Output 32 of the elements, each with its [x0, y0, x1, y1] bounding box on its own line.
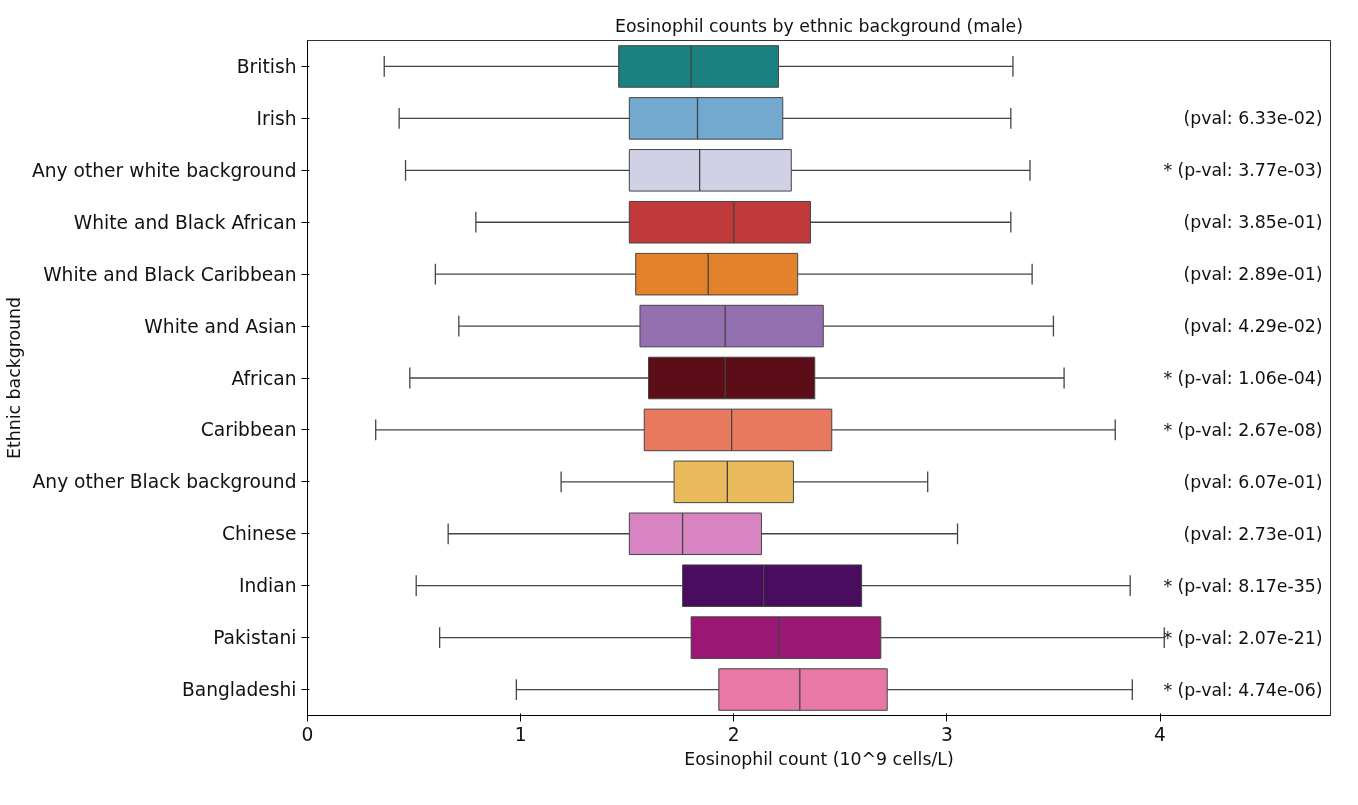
y-tick-label: Bangladeshi: [181, 679, 297, 701]
y-tick-label: Irish: [256, 107, 297, 129]
annotation: (pval: 6.07e-01): [1183, 471, 1323, 492]
y-tick-label: White and Asian: [144, 315, 297, 337]
y-tick-label: Chinese: [221, 523, 297, 545]
y-tick-label: Any other Black background: [32, 471, 297, 493]
y-tick-label: White and Black Caribbean: [43, 263, 297, 285]
y-tick-label: White and Black African: [73, 211, 297, 233]
chart-title: Eosinophil counts by ethnic background (male): [614, 15, 1024, 36]
x-axis-title: Eosinophil count (10^9 cells/L): [684, 748, 954, 769]
annotation: (pval: 6.33e-02): [1183, 108, 1323, 129]
y-tick-label: Any other white background: [31, 159, 297, 181]
x-tick-label: 4: [1154, 723, 1166, 745]
annotation: (pval: 4.29e-02): [1183, 316, 1323, 337]
annotation: * (p-val: 3.77e-03): [1163, 160, 1323, 181]
annotation: * (p-val: 2.67e-08): [1163, 419, 1323, 440]
y-axis-title: Ethnic background: [3, 296, 24, 460]
y-tick-label: African: [231, 367, 297, 389]
y-tick-label: Indian: [238, 575, 297, 597]
x-tick-label: 2: [727, 723, 740, 745]
annotation: (pval: 3.85e-01): [1183, 212, 1323, 233]
annotation: (pval: 2.73e-01): [1183, 523, 1323, 544]
y-tick-label: Caribbean: [200, 419, 297, 441]
annotation: * (p-val: 8.17e-35): [1163, 575, 1323, 596]
x-tick-label: 3: [940, 723, 953, 745]
annotation: (pval: 2.89e-01): [1183, 264, 1323, 285]
x-tick-label: 1: [514, 723, 527, 745]
x-tick-label: 0: [301, 723, 314, 745]
annotation: * (p-val: 4.74e-06): [1163, 679, 1323, 700]
y-tick-label: British: [236, 55, 297, 77]
y-tick-label: Pakistani: [213, 627, 297, 649]
annotation: * (p-val: 1.06e-04): [1163, 368, 1323, 388]
